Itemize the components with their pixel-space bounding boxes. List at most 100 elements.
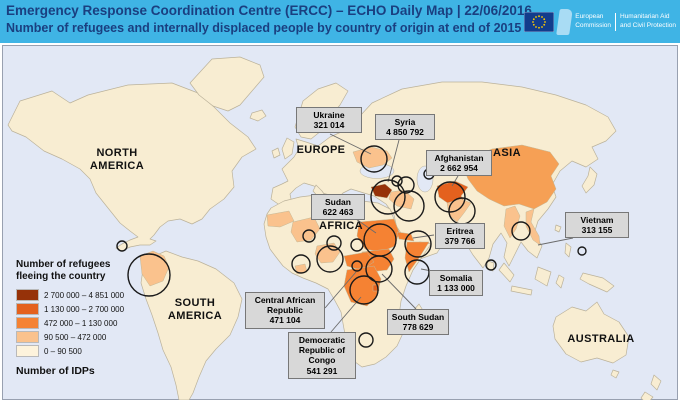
island-new-guinea bbox=[579, 272, 615, 293]
leader-afghanistan bbox=[451, 175, 459, 187]
island-sri-lanka bbox=[486, 260, 495, 272]
island-uk bbox=[281, 137, 295, 160]
idp-circle-philippines bbox=[577, 246, 587, 256]
ec-logo: European Commission Humanitarian Aid and… bbox=[524, 5, 676, 38]
leader-syria bbox=[387, 139, 400, 183]
idp-circle-chad bbox=[350, 238, 364, 252]
page-title: Emergency Response Coordination Centre (… bbox=[6, 3, 532, 18]
country-vietnam bbox=[525, 208, 541, 246]
island-ireland bbox=[271, 147, 281, 159]
callout-value: 471 104 bbox=[269, 315, 301, 326]
logo-org-line2: Commission bbox=[575, 21, 611, 29]
country-myanmar bbox=[503, 205, 521, 239]
idp-circle-senegal bbox=[291, 254, 311, 274]
island-iceland bbox=[249, 109, 267, 122]
logo-dept: Humanitarian Aid and Civil Protection bbox=[620, 13, 676, 29]
country-nigeria bbox=[314, 242, 341, 264]
idp-circle-car bbox=[351, 260, 363, 272]
idp-circle-yemen bbox=[404, 230, 432, 258]
idp-circle-south-sudan bbox=[365, 255, 393, 283]
idp-circle-nigeria bbox=[316, 245, 344, 273]
page-subtitle: Number of refugees and internally displa… bbox=[6, 21, 522, 35]
logo-dept-line1: Humanitarian Aid bbox=[620, 13, 670, 21]
legend-row: 1 130 000 – 2 700 000 bbox=[16, 302, 141, 316]
logo-org-line1: European bbox=[575, 13, 604, 21]
continent-greenland bbox=[189, 56, 265, 112]
callout-south-sudan: South Sudan 778 629 bbox=[387, 309, 449, 336]
legend-row: 472 000 – 1 130 000 bbox=[16, 316, 141, 330]
legend-row: 2 700 000 – 4 851 000 bbox=[16, 288, 141, 302]
legend-swatch bbox=[16, 289, 39, 301]
leader-drc bbox=[330, 296, 362, 333]
leader-sudan bbox=[355, 218, 377, 234]
callout-country: Somalia bbox=[439, 273, 473, 283]
label-north-america: NORTH AMERICA bbox=[89, 147, 145, 172]
island-philippines bbox=[564, 242, 572, 258]
idp-circle-turkey bbox=[397, 176, 415, 194]
leader-eritrea bbox=[412, 234, 435, 239]
callout-country: South Sudan bbox=[391, 312, 445, 322]
label-south-america: SOUTH AMERICA bbox=[167, 297, 223, 322]
eu-flag-icon bbox=[524, 11, 555, 32]
legend-idps-title: Number of IDPs bbox=[16, 365, 95, 377]
callout-ukraine: Ukraine 321 014 bbox=[296, 107, 362, 134]
legend-swatch bbox=[16, 303, 39, 315]
island-taiwan bbox=[554, 224, 562, 233]
island-borneo bbox=[534, 266, 552, 287]
idp-circle-iraq bbox=[393, 190, 425, 222]
callout-value: 2 662 954 bbox=[440, 163, 478, 174]
legend-classes: 2 700 000 – 4 851 000 1 130 000 – 2 700 … bbox=[16, 288, 141, 358]
logo-dept-line2: and Civil Protection bbox=[620, 21, 676, 29]
label-europe: EUROPE bbox=[296, 144, 346, 156]
leader-south-sudan bbox=[381, 273, 417, 310]
legend-row: 0 – 90 500 bbox=[16, 344, 141, 358]
callout-sudan: Sudan 622 463 bbox=[311, 194, 365, 221]
island-sulawesi bbox=[555, 274, 565, 289]
callout-value: 313 155 bbox=[581, 225, 613, 236]
idp-circle-sri-lanka bbox=[485, 259, 497, 271]
label-australia: AUSTRALIA bbox=[567, 333, 635, 345]
idp-circle-colombia bbox=[127, 253, 171, 297]
island-japan bbox=[581, 166, 598, 194]
leader-vietnam bbox=[537, 237, 574, 246]
callout-central-african-republic: Central African Republic 471 104 bbox=[245, 292, 325, 329]
callout-value: 778 629 bbox=[402, 322, 434, 333]
island-tasmania bbox=[610, 369, 620, 379]
idp-circle-syria bbox=[370, 179, 406, 215]
idp-circle-afghanistan bbox=[434, 181, 466, 213]
legend-row: 90 500 – 472 000 bbox=[16, 330, 141, 344]
callout-country: Eritrea bbox=[446, 226, 474, 236]
callout-country: Syria bbox=[394, 117, 416, 127]
callout-value: 1 133 000 bbox=[437, 283, 475, 294]
legend-title: Number of refugees fleeing the country bbox=[16, 259, 111, 282]
legend-swatch bbox=[16, 345, 39, 357]
callout-country: Ukraine bbox=[313, 110, 345, 120]
country-syria bbox=[370, 183, 393, 199]
callout-syria: Syria 4 850 792 bbox=[375, 114, 435, 141]
continent-south-america bbox=[140, 250, 243, 400]
idp-circle-ukraine bbox=[360, 145, 388, 173]
callout-country: Vietnam bbox=[580, 215, 614, 225]
idp-circle-zimbabwe bbox=[358, 332, 374, 348]
callout-country: Sudan bbox=[325, 197, 351, 207]
legend-range: 1 130 000 – 2 700 000 bbox=[44, 304, 125, 314]
legend-range: 2 700 000 – 4 851 000 bbox=[44, 290, 125, 300]
legend-range: 472 000 – 1 130 000 bbox=[44, 318, 118, 328]
callout-somalia: Somalia 1 133 000 bbox=[429, 270, 483, 297]
callout-value: 622 463 bbox=[322, 207, 354, 218]
callout-eritrea: Eritrea 379 766 bbox=[435, 223, 485, 250]
callout-vietnam: Vietnam 313 155 bbox=[565, 212, 629, 239]
logo-separator bbox=[615, 12, 616, 31]
island-sumatra bbox=[498, 262, 515, 283]
legend-range: 0 – 90 500 bbox=[44, 346, 82, 356]
callout-drc: Democratic Republic of Congo 541 291 bbox=[288, 332, 356, 379]
callout-value: 541 291 bbox=[306, 365, 338, 376]
continent-australia bbox=[552, 301, 630, 364]
label-asia: ASIA bbox=[493, 147, 521, 159]
legend-swatch bbox=[16, 331, 39, 343]
callout-value: 4 850 792 bbox=[386, 127, 424, 138]
island-java bbox=[510, 285, 533, 296]
idp-circle-niger bbox=[326, 235, 342, 251]
legend: Number of refugees fleeing the country 2… bbox=[16, 259, 141, 377]
idp-circle-mali bbox=[302, 229, 316, 243]
